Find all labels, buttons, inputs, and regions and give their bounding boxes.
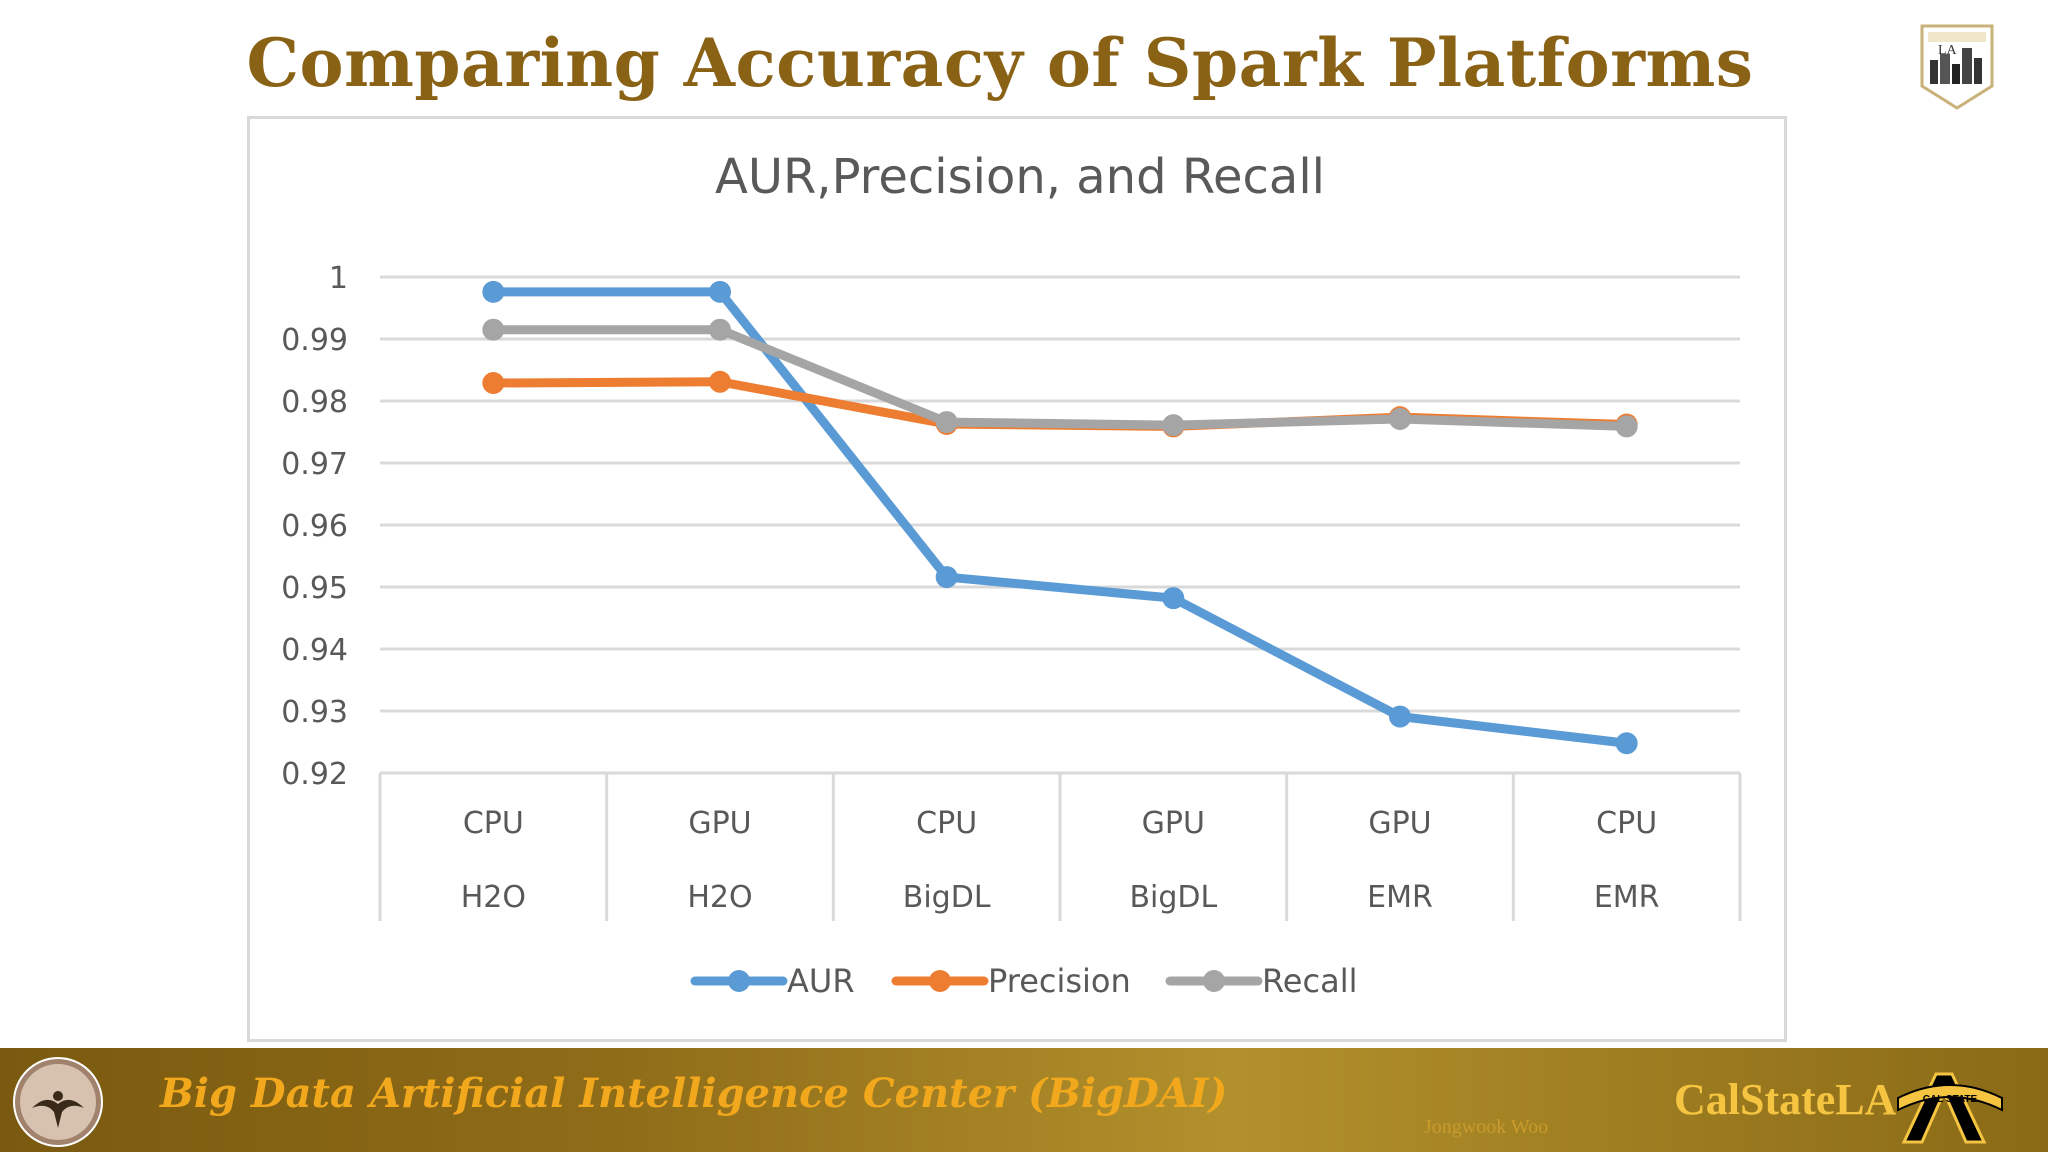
legend-label-precision: Precision xyxy=(988,962,1131,1000)
data-point-aur xyxy=(1615,732,1638,755)
data-point-aur xyxy=(709,280,731,303)
brand-name: CalStateLA xyxy=(1674,1075,1897,1124)
series-line-aur xyxy=(488,287,1632,748)
footer-logo-text: CAL STATE xyxy=(1923,1094,1978,1105)
data-point-recall xyxy=(482,318,505,341)
data-point-recall xyxy=(1615,415,1638,438)
x-tick-label: BigDL xyxy=(903,880,991,915)
x-tick-label: EMR xyxy=(1367,880,1433,915)
data-point-recall xyxy=(1389,407,1411,430)
legend-marker-recall xyxy=(1203,970,1225,992)
data-point-recall xyxy=(709,318,731,341)
chart-title: AUR,Precision, and Recall xyxy=(715,149,1325,205)
y-tick-label: 0.97 xyxy=(281,447,348,482)
x-tick-label: EMR xyxy=(1594,880,1660,915)
data-point-precision xyxy=(709,370,731,393)
legend-label-aur: AUR xyxy=(787,962,855,1000)
footer-bar: Big Data Artificial Intelligence Center … xyxy=(0,1048,2048,1152)
y-tick-label: 0.92 xyxy=(281,757,348,792)
data-point-precision xyxy=(482,372,505,395)
y-tick-label: 0.94 xyxy=(281,633,348,668)
author-name: Jongwook Woo xyxy=(1424,1116,1549,1138)
data-point-recall xyxy=(935,411,958,434)
series-line-recall xyxy=(488,325,1632,431)
university-crest-icon: LA xyxy=(1920,24,1994,110)
y-tick-label: 0.96 xyxy=(281,509,348,544)
legend-marker-aur xyxy=(728,970,750,992)
data-point-recall xyxy=(1162,414,1185,437)
x-tick-label: GPU xyxy=(1142,806,1205,841)
center-name: Big Data Artificial Intelligence Center … xyxy=(160,1070,1228,1117)
legend-marker-precision xyxy=(929,970,951,992)
y-tick-label: 0.98 xyxy=(281,385,348,420)
data-point-aur xyxy=(1162,587,1185,610)
x-tick-label: H2O xyxy=(687,880,752,915)
y-tick-label: 0.95 xyxy=(281,571,348,606)
x-tick-label: CPU xyxy=(916,806,977,841)
data-point-aur xyxy=(935,566,958,589)
x-tick-label: GPU xyxy=(1368,806,1431,841)
y-tick-label: 0.99 xyxy=(281,323,348,358)
cal-state-logo-icon: CAL STATE xyxy=(1897,1072,2003,1144)
x-tick-label: GPU xyxy=(688,806,751,841)
x-tick-label: BigDL xyxy=(1129,880,1217,915)
line-chart: AUR,Precision, and Recall 1 0.99 0.98 0.97 0… xyxy=(281,149,1742,1000)
y-tick-label: 0.93 xyxy=(281,695,348,730)
slide-title: Comparing Accuracy of Spark Platforms xyxy=(246,24,1754,102)
x-tick-label: CPU xyxy=(463,806,524,841)
data-point-aur xyxy=(1389,705,1411,728)
data-point-aur xyxy=(482,280,505,303)
x-tick-label: CPU xyxy=(1596,806,1657,841)
top-logo-text: LA xyxy=(1938,43,1958,58)
legend-label-recall: Recall xyxy=(1262,962,1357,1000)
x-tick-label: H2O xyxy=(461,880,526,915)
chart-frame: AUR,Precision, and Recall 1 0.99 0.98 0.97 0… xyxy=(247,116,1787,1042)
y-tick-label: 1 xyxy=(329,261,348,296)
bird-seal-icon xyxy=(13,1057,103,1147)
